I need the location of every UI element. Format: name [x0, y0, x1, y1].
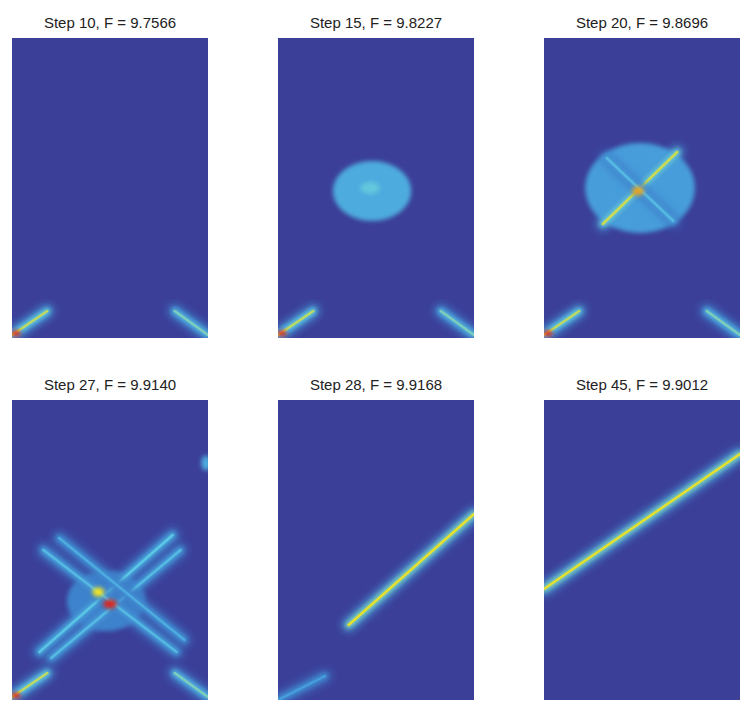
plot-area — [544, 400, 740, 700]
beam — [59, 538, 184, 640]
beam — [43, 550, 176, 652]
panel: Step 10, F = 9.7566 — [11, 14, 208, 338]
blob — [278, 331, 287, 337]
panel-title: Step 45, F = 9.9012 — [576, 376, 708, 393]
panel: Step 15, F = 9.8227 — [277, 14, 474, 338]
panel-title: Step 27, F = 9.9140 — [44, 376, 176, 393]
beam-layer — [441, 311, 474, 335]
blob — [103, 600, 117, 609]
panel: Step 27, F = 9.9140 — [11, 376, 211, 700]
beam-layer — [707, 311, 740, 335]
blob — [585, 143, 695, 233]
beam-layer — [278, 676, 325, 700]
beam-layer — [349, 514, 474, 625]
beam-layer — [544, 454, 740, 589]
beam-layer — [175, 673, 208, 697]
beam-layer — [607, 158, 674, 221]
plot-area — [278, 400, 474, 700]
beam-layer — [43, 550, 176, 652]
beam-layer — [707, 311, 740, 335]
plot-area — [544, 38, 740, 338]
beam-layer — [441, 311, 474, 335]
beam-layer — [707, 311, 740, 335]
beam-layer — [544, 454, 740, 589]
blob — [12, 693, 21, 699]
beam — [441, 311, 474, 335]
plot-area — [278, 38, 474, 338]
beam — [175, 673, 208, 697]
blob — [12, 331, 21, 337]
beam-layer — [278, 676, 325, 700]
beam-layer — [175, 311, 208, 335]
beam-layer — [603, 152, 677, 224]
blob — [333, 161, 411, 221]
beam-layer — [43, 550, 176, 652]
background — [278, 400, 474, 700]
beam — [707, 311, 740, 335]
background — [12, 400, 208, 700]
blob — [632, 187, 644, 196]
beam — [175, 311, 208, 335]
plot-area — [12, 38, 208, 338]
beam-layer — [59, 538, 184, 640]
beam-layer — [59, 538, 184, 640]
plot-area — [12, 400, 208, 700]
beam-layer — [43, 550, 176, 652]
blob — [92, 588, 104, 597]
panel-title: Step 28, F = 9.9168 — [310, 376, 442, 393]
beam — [603, 152, 677, 224]
beam — [278, 676, 325, 700]
beam — [349, 514, 474, 625]
background — [544, 38, 740, 338]
beam-layer — [607, 158, 674, 221]
panel-title: Step 10, F = 9.7566 — [44, 14, 176, 31]
blob — [201, 456, 208, 471]
beam-layer — [175, 311, 208, 335]
blob — [360, 182, 380, 194]
beam-layer — [59, 538, 184, 640]
panel: Step 45, F = 9.9012 — [544, 376, 740, 700]
background — [12, 38, 208, 338]
beam-layer — [441, 311, 474, 335]
beam-layer — [175, 673, 208, 697]
beam-layer — [175, 311, 208, 335]
panel-title: Step 15, F = 9.8227 — [310, 14, 442, 31]
panel: Step 28, F = 9.9168 — [278, 376, 474, 700]
panel: Step 20, F = 9.8696 — [543, 14, 740, 338]
beam-layer — [349, 514, 474, 625]
background — [544, 400, 740, 700]
blob — [544, 331, 553, 337]
beam-layer — [607, 158, 674, 221]
beam-layer — [349, 514, 474, 625]
beam — [607, 158, 674, 221]
beam-layer — [544, 454, 740, 589]
panel-title: Step 20, F = 9.8696 — [576, 14, 708, 31]
beam — [544, 454, 740, 589]
figure: Step 10, F = 9.7566 Step 15, F = 9.8227 St… — [0, 0, 750, 712]
beam-layer — [175, 673, 208, 697]
background — [278, 38, 474, 338]
beam-layer — [603, 152, 677, 224]
beam-layer — [603, 152, 677, 224]
beam-layer — [278, 676, 325, 700]
